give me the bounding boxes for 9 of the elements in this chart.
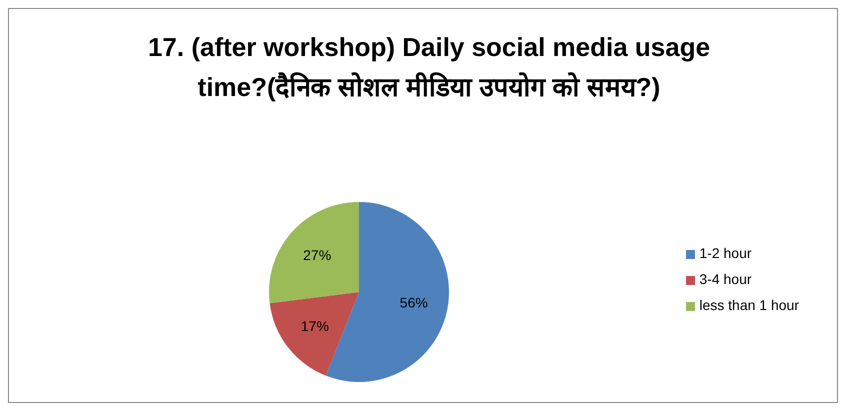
legend-label: 3-4 hour — [699, 271, 752, 287]
data-label: 27% — [303, 247, 332, 264]
data-label: 56% — [400, 294, 428, 310]
legend-label: 1-2 hour — [699, 245, 752, 261]
chart-title: 17. (after workshop) Daily social media usage time?(दैनिक सोशल मीडिया उपयोग को समय?) — [146, 31, 712, 104]
pie-slice — [269, 202, 359, 304]
data-label: 17% — [300, 318, 329, 334]
pie-slice — [270, 292, 359, 376]
legend-label: less than 1 hour — [699, 297, 799, 313]
